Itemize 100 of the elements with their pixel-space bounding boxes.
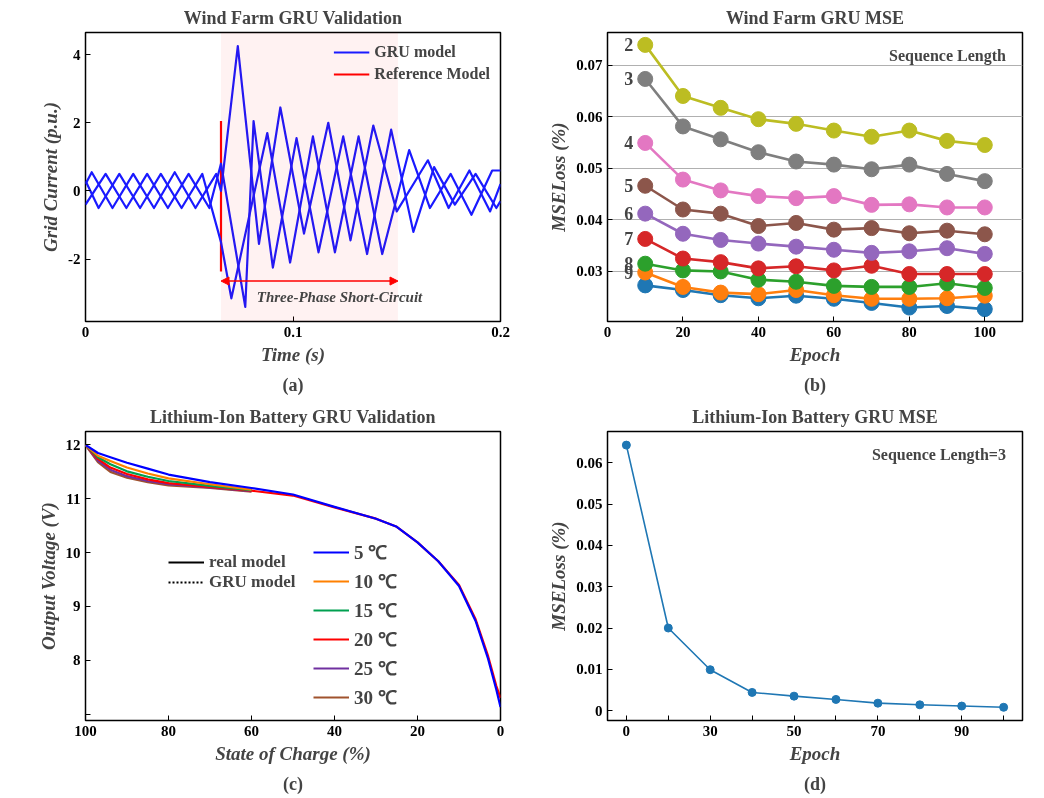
y-tick-label: 0.07 xyxy=(576,57,603,74)
chart-title: Wind Farm GRU Validation xyxy=(183,7,402,28)
point xyxy=(674,171,691,188)
y-tick-label: 0.06 xyxy=(576,454,603,471)
x-tick-label: 60 xyxy=(826,323,842,340)
point xyxy=(674,87,691,104)
y-tick-label: 0 xyxy=(73,182,81,199)
point xyxy=(621,440,631,450)
y-tick-label: 2 xyxy=(73,114,81,131)
point xyxy=(705,665,715,675)
legend-label: 25 ℃ xyxy=(354,657,397,681)
point xyxy=(831,694,841,704)
point xyxy=(712,99,729,116)
point xyxy=(674,201,691,218)
y-tick-label: 0.05 xyxy=(576,160,603,177)
point xyxy=(747,687,757,697)
y-axis-title: Grid Current (p.u.) xyxy=(40,102,62,252)
point xyxy=(788,190,805,207)
point xyxy=(712,131,729,148)
x-tick-label: 100 xyxy=(973,323,997,340)
legend-label: 30 ℃ xyxy=(354,686,397,710)
y-tick-label: 10 xyxy=(65,544,81,561)
point xyxy=(825,262,842,279)
y-axis-title: MSELoss (%) xyxy=(548,122,571,233)
series-label: 4 xyxy=(624,133,634,154)
x-tick-label: 0.1 xyxy=(283,323,303,340)
legend-label: GRU model xyxy=(374,43,456,61)
point xyxy=(901,156,918,173)
point xyxy=(863,244,880,261)
series-label: 5 xyxy=(624,176,634,197)
legend-label: Reference Model xyxy=(374,65,490,83)
point xyxy=(712,182,729,199)
point xyxy=(788,258,805,275)
x-axis-title: Epoch xyxy=(788,742,841,764)
y-tick-label: 0 xyxy=(595,702,603,719)
y-tick-label: 0.03 xyxy=(576,263,603,280)
x-axis-title: Time (s) xyxy=(260,343,326,366)
y-tick-label: 0.03 xyxy=(576,578,603,595)
y-tick-label: 0.01 xyxy=(576,661,603,678)
point xyxy=(976,266,993,283)
series-label: 7 xyxy=(624,229,634,250)
point xyxy=(901,122,918,139)
point xyxy=(637,205,654,222)
chart-title: Lithium-Ion Battery GRU Validation xyxy=(150,406,436,427)
point xyxy=(674,250,691,267)
legend-label: 15 ℃ xyxy=(354,599,397,623)
x-tick-label: 20 xyxy=(675,323,691,340)
x-tick-label: 90 xyxy=(954,722,970,739)
point xyxy=(788,273,805,290)
point xyxy=(788,214,805,231)
point xyxy=(712,231,729,248)
point xyxy=(863,128,880,145)
point xyxy=(939,222,956,239)
point xyxy=(976,137,993,153)
text: (b) xyxy=(804,374,827,396)
point xyxy=(750,286,767,303)
point xyxy=(674,118,691,135)
x-tick-label: 80 xyxy=(901,323,917,340)
point xyxy=(637,134,654,151)
point xyxy=(750,188,767,205)
y-tick-label: 9 xyxy=(73,598,81,615)
x-tick-label: 0 xyxy=(622,722,631,739)
x-axis-title: Epoch xyxy=(788,343,841,365)
chart-title: Lithium-Ion Battery GRU MSE xyxy=(692,406,938,427)
series-label: 3 xyxy=(624,69,634,90)
point xyxy=(750,144,767,161)
x-axis-title: State of Charge (%) xyxy=(215,742,371,765)
point xyxy=(637,277,654,294)
y-tick-label: 4 xyxy=(73,46,81,63)
x-tick-label: 40 xyxy=(750,323,766,340)
point xyxy=(976,173,993,190)
series-label: 6 xyxy=(624,204,634,225)
point xyxy=(863,278,880,295)
point xyxy=(976,279,993,296)
point xyxy=(976,301,993,318)
point xyxy=(915,700,925,710)
annotation: GRU model xyxy=(209,572,296,592)
point xyxy=(825,122,842,139)
x-tick-label: 60 xyxy=(244,722,259,739)
x-tick-label: 20 xyxy=(410,722,425,739)
x-tick-label: 40 xyxy=(327,722,342,739)
point xyxy=(674,225,691,242)
point xyxy=(901,225,918,242)
point xyxy=(939,199,956,216)
point xyxy=(789,691,799,701)
text: (c) xyxy=(283,773,303,795)
point xyxy=(750,260,767,277)
point xyxy=(825,188,842,205)
y-tick-label: 0.04 xyxy=(576,211,603,228)
point xyxy=(863,220,880,237)
band-label: Three-Phase Short-Circuit xyxy=(256,289,424,306)
point xyxy=(976,226,993,243)
point xyxy=(788,238,805,255)
x-tick-label: 80 xyxy=(161,722,176,739)
point xyxy=(750,235,767,252)
y-axis-title: Output Voltage (V) xyxy=(37,502,60,650)
y-tick-label: 8 xyxy=(73,652,81,669)
x-tick-label: 70 xyxy=(870,722,886,739)
point xyxy=(637,230,654,247)
point xyxy=(663,623,673,633)
